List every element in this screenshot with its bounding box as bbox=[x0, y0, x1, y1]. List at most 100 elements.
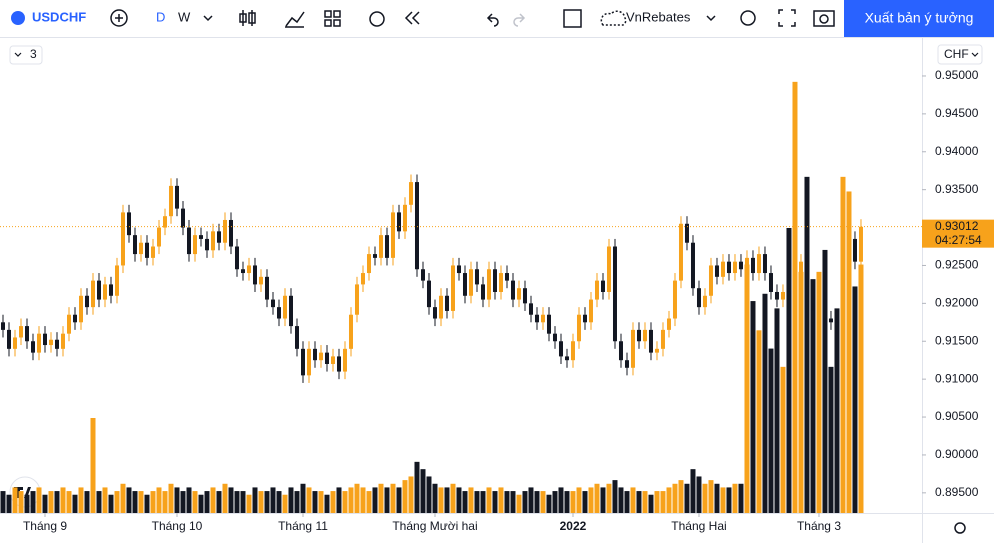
volume-bar bbox=[30, 491, 36, 513]
volume-bar bbox=[738, 483, 744, 513]
templates[interactable] bbox=[324, 10, 341, 27]
snapshot-lens bbox=[819, 14, 829, 24]
volume-bar bbox=[48, 491, 54, 513]
volume-bar bbox=[24, 494, 30, 513]
interval[interactable]: D bbox=[156, 9, 165, 24]
replay[interactable] bbox=[404, 11, 420, 25]
candle-body bbox=[378, 235, 383, 258]
layout-name[interactable]: VnRebates bbox=[626, 9, 691, 24]
candle-body bbox=[342, 348, 347, 372]
y-tick-label: 0.92000 bbox=[935, 296, 979, 310]
volume-bar bbox=[348, 487, 354, 513]
candle-body bbox=[6, 329, 11, 349]
currency: CHF bbox=[944, 47, 969, 61]
candle-body bbox=[402, 204, 407, 232]
candle-body bbox=[486, 269, 491, 300]
candle-body bbox=[606, 246, 611, 292]
candle-body bbox=[618, 341, 623, 361]
interval[interactable]: W bbox=[178, 9, 191, 24]
fullscreen[interactable] bbox=[778, 9, 796, 27]
candle-body bbox=[576, 314, 581, 342]
candle-body bbox=[12, 337, 17, 349]
candle-body bbox=[300, 348, 305, 376]
candle-body bbox=[354, 284, 359, 315]
volume-bar bbox=[780, 366, 786, 513]
candle-body bbox=[648, 329, 653, 353]
volume-bar bbox=[582, 491, 588, 513]
volume-bar bbox=[630, 487, 636, 513]
candle-body bbox=[846, 238, 851, 270]
legend-chevron bbox=[14, 52, 22, 57]
volume-bar bbox=[468, 487, 474, 513]
last-price-tag bbox=[922, 219, 994, 248]
volume-bar bbox=[372, 487, 378, 513]
candle-body bbox=[708, 265, 713, 296]
volume-bar bbox=[72, 494, 78, 513]
last-price-label: 0.93012 bbox=[935, 219, 979, 233]
volume-bar bbox=[618, 487, 624, 513]
currency-button[interactable] bbox=[937, 44, 983, 65]
volume-bar bbox=[156, 487, 162, 513]
candle-body bbox=[594, 280, 599, 300]
candle-body bbox=[162, 216, 167, 228]
volume-bar bbox=[120, 483, 126, 513]
publish-label: Xuất bản ý tưởng bbox=[865, 10, 974, 26]
volume-bar bbox=[276, 491, 282, 513]
symbol-flag[interactable] bbox=[11, 11, 25, 25]
volume-bar bbox=[6, 494, 12, 513]
add-symbol[interactable] bbox=[110, 9, 128, 27]
candle-body bbox=[714, 265, 719, 277]
candle-body bbox=[624, 360, 629, 368]
axis-settings[interactable] bbox=[954, 522, 966, 534]
volume-bar bbox=[528, 487, 534, 513]
add-icon bbox=[115, 14, 123, 22]
symbol[interactable]: USDCHF bbox=[32, 9, 86, 24]
candle-body bbox=[348, 314, 353, 349]
candle-body bbox=[108, 284, 113, 296]
candle-body bbox=[480, 284, 485, 300]
volume-bar bbox=[564, 491, 570, 513]
volume-bar bbox=[90, 418, 96, 513]
candle-body bbox=[258, 276, 263, 285]
candle-body bbox=[294, 326, 299, 349]
volume-bar bbox=[414, 461, 420, 513]
volume-bar bbox=[798, 271, 804, 513]
candle-body bbox=[690, 242, 695, 289]
candle-body bbox=[312, 348, 317, 361]
snapshot[interactable] bbox=[813, 10, 835, 27]
volume-bar bbox=[786, 228, 792, 513]
candle-body bbox=[270, 299, 275, 308]
candle-body bbox=[522, 288, 527, 304]
candle-body bbox=[702, 295, 707, 308]
candle-body bbox=[390, 212, 395, 258]
alert[interactable] bbox=[369, 11, 385, 27]
volume-bar bbox=[12, 487, 18, 513]
candle-body bbox=[372, 254, 377, 258]
volume-bar bbox=[444, 487, 450, 513]
y-tick-label: 0.92500 bbox=[935, 258, 979, 272]
candle-body bbox=[780, 291, 785, 300]
indicators[interactable] bbox=[285, 11, 305, 28]
undo[interactable] bbox=[486, 13, 499, 27]
volume-bar bbox=[42, 494, 48, 513]
candle-body bbox=[366, 254, 371, 274]
settings[interactable] bbox=[740, 10, 756, 26]
chart-type[interactable] bbox=[239, 10, 256, 26]
candle-body bbox=[102, 284, 107, 300]
volume-bar bbox=[594, 483, 600, 513]
interval-dropdown[interactable] bbox=[203, 15, 213, 22]
volume-bar bbox=[228, 487, 234, 513]
volume-bar bbox=[330, 491, 336, 513]
publish-button[interactable] bbox=[844, 0, 994, 37]
legend-toggle[interactable] bbox=[9, 45, 43, 65]
volume-bar bbox=[420, 469, 426, 513]
volume-bar bbox=[678, 480, 684, 513]
layout-dropdown[interactable] bbox=[706, 15, 716, 22]
candle-body bbox=[0, 322, 5, 330]
volume-bar bbox=[858, 264, 864, 513]
fullscreen-select[interactable] bbox=[563, 9, 582, 28]
volume-bar bbox=[624, 491, 630, 513]
candle-body bbox=[228, 219, 233, 247]
candle-body bbox=[498, 273, 503, 292]
candle-body bbox=[528, 303, 533, 315]
